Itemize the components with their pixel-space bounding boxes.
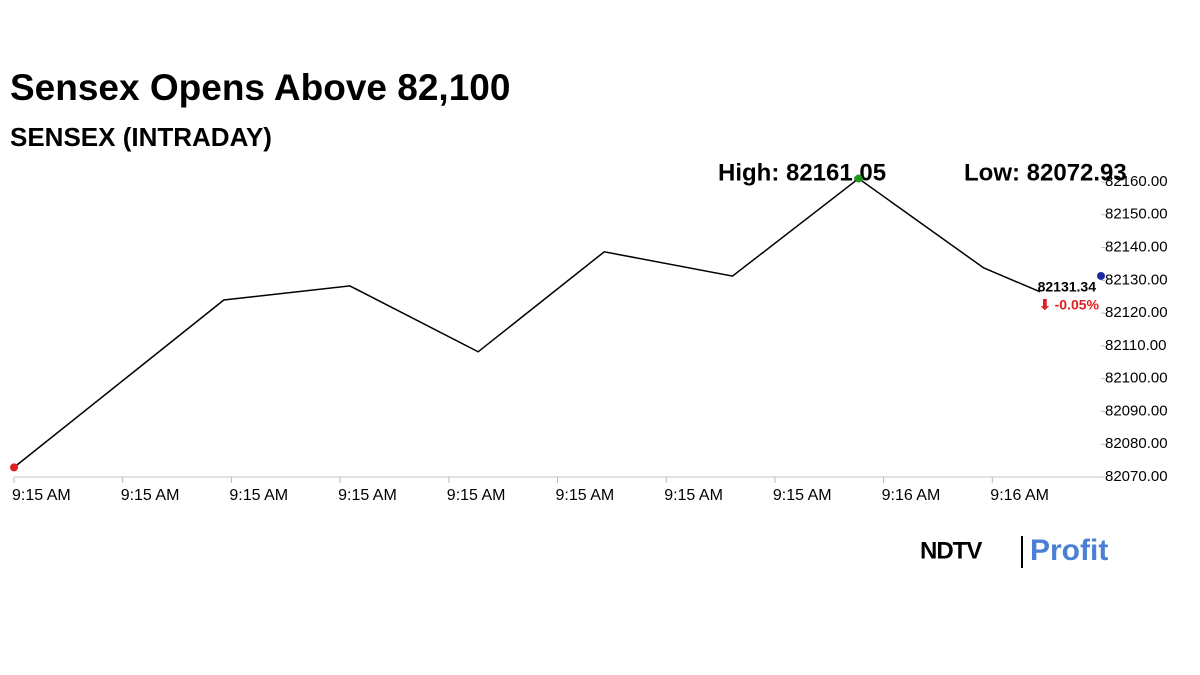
x-tick-label: 9:15 AM <box>664 487 723 504</box>
x-tick-label: 9:16 AM <box>882 487 941 504</box>
y-tick-label: 82110.00 <box>1105 337 1166 354</box>
high-label: High: 82161.05 <box>718 159 886 186</box>
y-tick-label: 82100.00 <box>1105 370 1168 387</box>
x-tick-label: 9:15 AM <box>447 487 506 504</box>
low-marker <box>10 463 18 472</box>
high-marker <box>854 174 863 183</box>
x-tick-label: 9:16 AM <box>990 487 1049 504</box>
y-tick-label: 82160.00 <box>1105 173 1168 190</box>
y-tick-label: 82080.00 <box>1105 435 1168 452</box>
y-tick-label: 82120.00 <box>1105 304 1168 321</box>
chart-title: Sensex Opens Above 82,100 <box>10 67 510 108</box>
change-label: ⬇ -0.05% <box>1039 297 1100 313</box>
y-tick-label: 82130.00 <box>1105 271 1168 288</box>
y-tick-label: 82070.00 <box>1105 468 1168 485</box>
chart-subtitle: SENSEX (INTRADAY) <box>10 122 272 152</box>
y-tick-label: 82140.00 <box>1105 239 1168 256</box>
x-tick-label: 9:15 AM <box>229 487 288 504</box>
x-tick-label: 9:15 AM <box>12 487 71 504</box>
line <box>13 177 1041 468</box>
y-tick-label: 82150.00 <box>1105 206 1168 223</box>
last-value-label: 82131.34 <box>1038 279 1097 295</box>
logo-profit: Profit <box>1030 534 1108 567</box>
low-label: Low: 82072.93 <box>964 159 1127 186</box>
x-tick-label: 9:15 AM <box>773 487 832 504</box>
x-tick-label: 9:15 AM <box>121 487 180 504</box>
x-tick-label: 9:15 AM <box>556 487 615 504</box>
x-tick-label: 9:15 AM <box>338 487 397 504</box>
y-tick-label: 82090.00 <box>1105 402 1168 419</box>
last-value-marker <box>1097 271 1105 280</box>
logo-ndtv: NDTV <box>920 537 982 564</box>
